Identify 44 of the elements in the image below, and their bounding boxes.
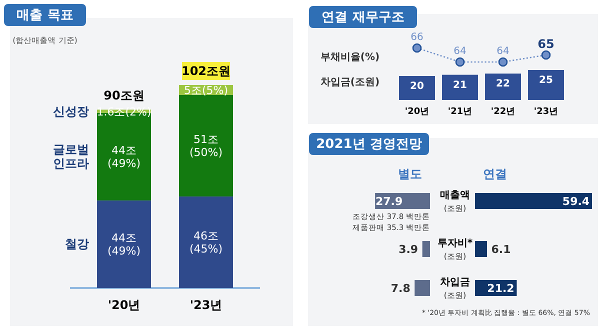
series-label: 글로벌 인프라 <box>53 142 89 171</box>
data-label: 64 <box>454 46 466 56</box>
data-label: 64 <box>496 46 510 56</box>
data-label: 22 <box>496 78 510 90</box>
total-label: 90조원 <box>104 88 144 103</box>
x-tick-label: '23년 <box>190 298 222 312</box>
data-label: 20 <box>410 80 424 92</box>
data-label: 27.9 <box>375 194 403 208</box>
data-label: 21.2 <box>487 282 514 294</box>
data-label: 5조(5%) <box>184 83 228 96</box>
data-label: 6.1 <box>491 242 511 256</box>
y-tick-label: 차입금 (조원) <box>440 276 470 300</box>
data-label: 25 <box>539 74 553 86</box>
x-tick-label: '22년 <box>490 107 516 117</box>
data-label: 51조 (50%) <box>189 132 223 159</box>
chart-subtitle: (합산매출액 기준) <box>12 36 78 44</box>
data-label: 3.9 <box>398 242 418 256</box>
bar <box>97 200 151 288</box>
chart-title: 연결 재무구조 <box>322 10 404 24</box>
data-label: 44조 (49%) <box>107 231 141 258</box>
series-label: 신성장 <box>53 104 89 118</box>
series-label: 철강 <box>65 237 89 252</box>
series-label: 연결 <box>483 167 507 181</box>
y-tick-label: 투자비* (조원) <box>437 238 474 260</box>
series-label: 별도 <box>398 167 422 181</box>
text: 부채비율(%) <box>320 52 380 62</box>
data-label: 65 <box>538 37 554 51</box>
data-label: 44조 (49%) <box>107 144 141 170</box>
bar <box>179 196 233 288</box>
bar <box>179 94 233 196</box>
y-tick-label: 매출액 (조원) <box>440 190 470 212</box>
data-label: 66 <box>410 32 424 42</box>
x-tick-label: '21년 <box>448 107 472 117</box>
x-tick-label: '23년 <box>534 107 558 117</box>
data-label: 46조 (45%) <box>189 229 223 256</box>
data-label: 21 <box>453 79 467 90</box>
chart-title: 매출 목표 <box>16 8 74 22</box>
series-label: 차입금(조원) <box>320 76 380 88</box>
x-tick-label: '20년 <box>404 107 430 117</box>
data-label: 7.8 <box>390 282 410 294</box>
total-label: 102조원 <box>181 64 231 78</box>
chart-title: 2021년 경영전망 <box>316 136 422 152</box>
data-label: 59.4 <box>562 194 590 208</box>
x-tick-label: '20년 <box>108 298 140 312</box>
